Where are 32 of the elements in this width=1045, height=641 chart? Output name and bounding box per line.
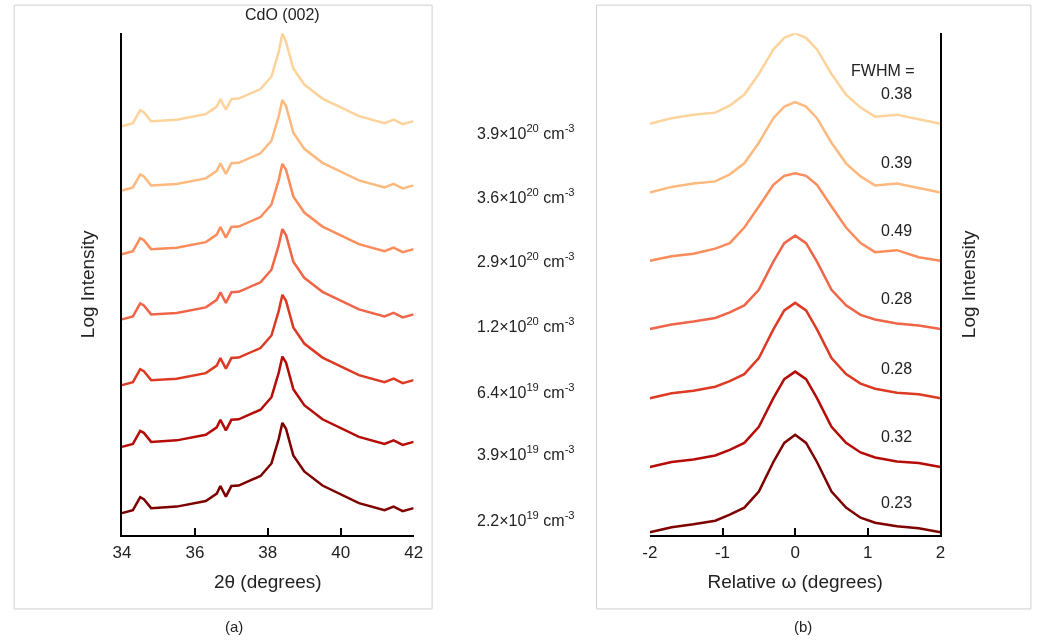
x-tick-label: 42 bbox=[404, 542, 424, 562]
text: 2.9×10$^{20}$ cm$^{-3}$ bbox=[477, 250, 575, 270]
annotation: FWHM = bbox=[851, 62, 915, 79]
text: 1.2×10$^{20}$ cm$^{-3}$ bbox=[477, 315, 575, 335]
series-label: 0.38 bbox=[881, 85, 913, 102]
x-tick-label: 40 bbox=[331, 542, 351, 562]
x-tick-label: 1 bbox=[863, 542, 873, 562]
text: 6.4×10$^{19}$ cm$^{-3}$ bbox=[477, 381, 575, 401]
series-label: 0.28 bbox=[881, 290, 913, 307]
series-label: 0.39 bbox=[881, 154, 913, 171]
text: CdO (002) bbox=[245, 6, 320, 23]
x-tick-label: 0 bbox=[790, 542, 800, 562]
series-label: 0.49 bbox=[881, 222, 913, 239]
x-tick-label: 2 bbox=[935, 542, 946, 562]
text: 3.9×10$^{19}$ cm$^{-3}$ bbox=[477, 443, 575, 463]
series-label: 0.23 bbox=[881, 494, 913, 511]
text: (a) bbox=[225, 618, 244, 635]
text: (b) bbox=[794, 618, 813, 635]
x-axis-title: Relative ω (degrees) bbox=[707, 570, 883, 592]
text: 3.9×10$^{20}$ cm$^{-3}$ bbox=[477, 122, 575, 142]
x-tick-label: -1 bbox=[714, 542, 731, 562]
text: 2.2×10$^{19}$ cm$^{-3}$ bbox=[477, 509, 575, 529]
x-tick-label: 34 bbox=[112, 542, 132, 562]
series-label: 0.32 bbox=[881, 428, 913, 445]
x-tick-label: 36 bbox=[185, 542, 205, 562]
text: 3.6×10$^{20}$ cm$^{-3}$ bbox=[477, 186, 575, 206]
y-axis-title: Log Intensity bbox=[77, 229, 99, 339]
x-axis-title: 2θ (degrees) bbox=[213, 570, 322, 592]
x-tick-label: -2 bbox=[642, 542, 658, 562]
x-tick-label: 38 bbox=[258, 542, 278, 562]
y-axis-title: Log Intensity bbox=[957, 229, 979, 339]
series-label: 0.28 bbox=[881, 360, 913, 377]
